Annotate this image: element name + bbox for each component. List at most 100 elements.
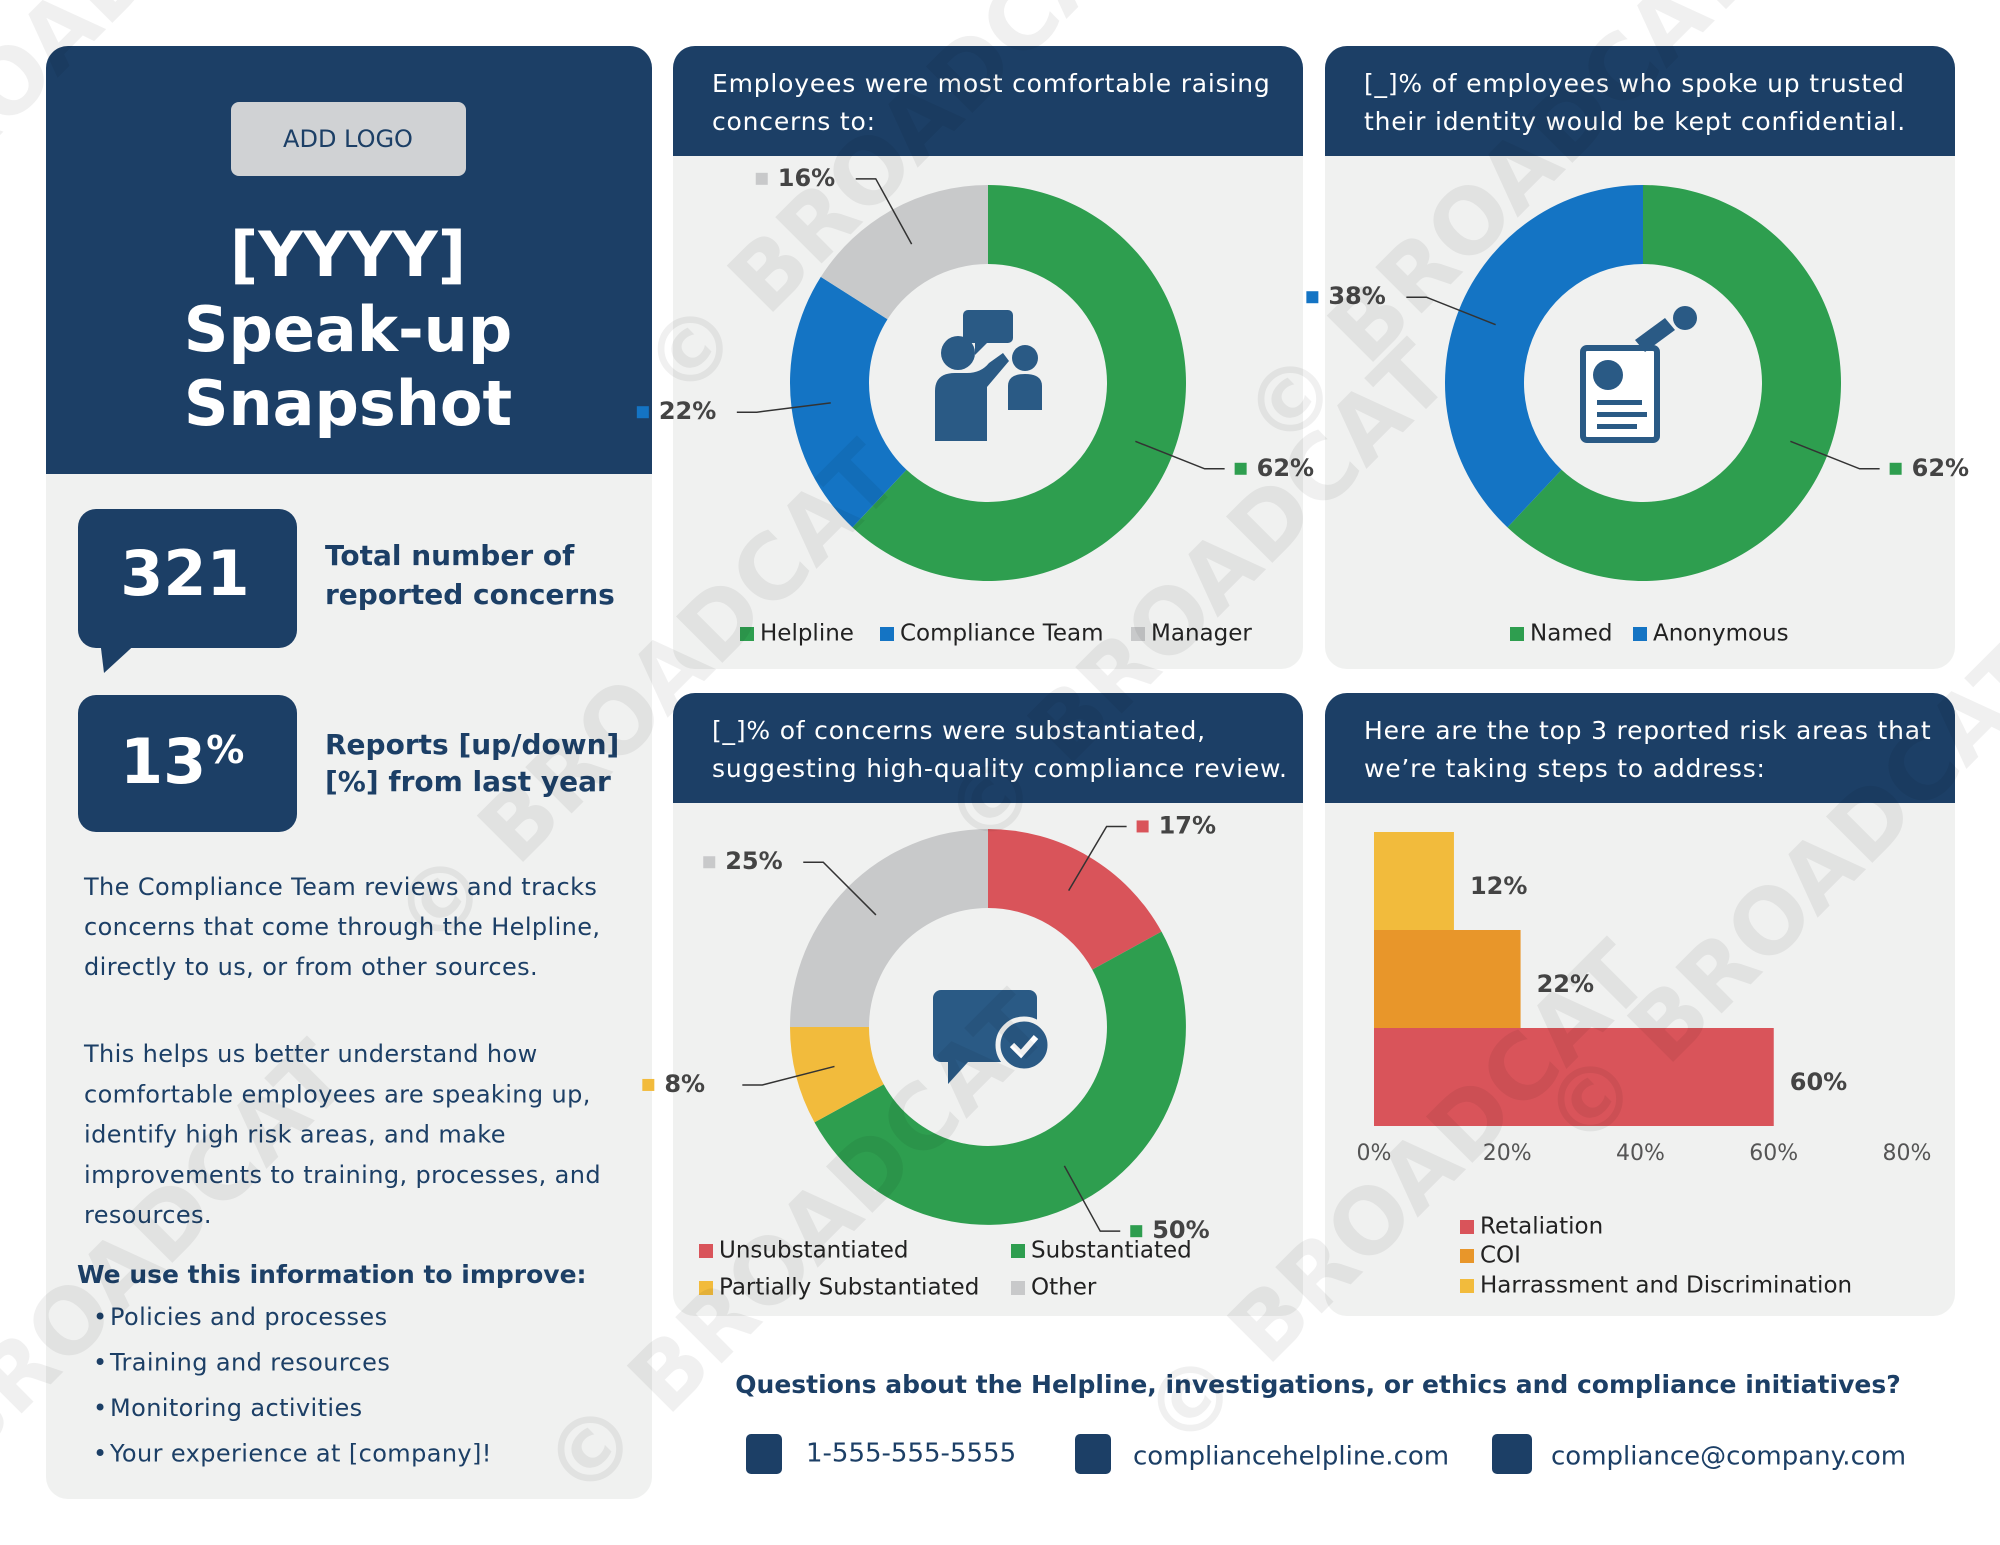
phone-icon [746,1434,782,1474]
legend-label: Unsubstantiated [719,1238,909,1264]
contact-heading: Questions about the Helpline, investigat… [735,1370,1900,1399]
logo-button[interactable] [231,102,466,176]
stat-value: 13% [120,725,244,798]
bullet-item: Your experience at [company]! [109,1440,492,1468]
stat-number: 13 [120,725,206,798]
label-swatch [1889,462,1902,475]
logo-text[interactable]: ADD LOGO [283,125,413,153]
title: [YYYY] [230,218,466,291]
data-label: 25% [725,847,782,875]
legend-label: Other [1031,1275,1097,1301]
legend-swatch [1460,1279,1474,1293]
legend-label: Named [1530,621,1612,647]
legend-swatch [1011,1244,1025,1258]
title: Speak-up [184,293,512,366]
label-swatch [642,1078,655,1091]
panel-header-fill [673,723,1303,803]
leader-line [1790,440,1880,470]
stat-label: [%] from last year [325,765,611,798]
legend-swatch [880,627,894,641]
panel-header-fill [673,76,1303,156]
icon-document [1580,306,1697,443]
paragraph-line: resources. [84,1201,212,1229]
improve-heading: We use this information to improve: [77,1260,587,1289]
bar [1374,832,1454,930]
icon-chat-check [933,990,1053,1084]
bullet-item: Policies and processes [110,1303,387,1331]
leader-line [1135,440,1225,470]
stat-box-tail [100,640,140,673]
legend-label: Substantiated [1031,1238,1192,1264]
bullet: • [93,1394,108,1422]
bullet: • [93,1303,108,1331]
mail-icon [1492,1434,1532,1474]
legend-label: Retaliation [1480,1214,1603,1240]
legend-swatch [1633,627,1647,641]
chart-panel: Employees were most comfortable raising c… [636,46,1314,669]
web-icon [1075,1434,1111,1474]
stat-box [78,695,297,832]
donut-slice [1507,185,1842,582]
leader-line [803,861,877,916]
bullet: • [93,1440,108,1468]
legend-label: Partially Substantiated [719,1275,979,1301]
stat-label: Total number of [325,539,575,572]
paragraph-line: comfortable employees are speaking up, [84,1080,591,1108]
paragraph-line: The Compliance Team reviews and tracks [83,873,597,901]
legend-label: COI [1480,1243,1521,1269]
leader-line [1406,296,1496,326]
contact-email[interactable]: compliance@company.com [1551,1442,1906,1472]
stat-value: 321 [120,537,249,610]
data-label: 38% [1328,282,1385,310]
donut-slice [852,185,1186,581]
data-label: 8% [664,1070,705,1098]
data-label: 62% [1257,454,1314,482]
panel-title: suggesting high-quality compliance revie… [712,754,1288,783]
stat-box [78,509,297,648]
legend-label: Manager [1151,621,1252,647]
donut-slice [790,276,907,528]
title: Snapshot [184,367,512,440]
bullet-item: Monitoring activities [110,1394,363,1422]
leader-line [1068,825,1127,891]
paragraph-line: concerns that come through the Helpline, [84,913,600,941]
legend-swatch [699,1244,713,1258]
legend-label: Harrassment and Discrimination [1480,1273,1852,1299]
panel-header-fill [1325,76,1955,156]
data-label: 22% [1537,970,1594,998]
panel-title: we’re taking steps to address: [1364,754,1766,783]
data-label: 12% [1470,872,1527,900]
label-swatch [636,406,649,419]
label-swatch [703,856,716,869]
bar [1374,930,1521,1028]
label-swatch [1130,1225,1143,1238]
x-tick-label: 0% [1357,1141,1392,1166]
legend-swatch [1011,1281,1025,1295]
legend-swatch [1460,1220,1474,1234]
data-label: 50% [1152,1216,1209,1244]
data-label: 60% [1790,1068,1847,1096]
panel-header-fill [1325,723,1955,803]
contact-web[interactable]: compliancehelpline.com [1133,1442,1449,1472]
donut-slice [820,185,988,320]
legend-label: Helpline [760,621,854,647]
leader-line [742,1065,835,1086]
paragraph-line: improvements to training, processes, and [84,1161,601,1189]
stat-label: Reports [up/down] [325,728,619,761]
bullet: • [93,1349,108,1377]
legend-swatch [740,627,754,641]
donut-slice [1445,185,1643,528]
data-label: 22% [659,397,716,425]
icon-people [935,310,1042,441]
paragraph-line: identify high risk areas, and make [84,1121,506,1149]
paragraph-line: This helps us better understand how [83,1040,538,1068]
panel-title: [_]% of concerns were substantiated, [712,716,1206,745]
contact-phone[interactable]: 1-555-555-5555 [806,1439,1016,1469]
panel-bg [1325,693,1955,1316]
x-tick-label: 80% [1883,1141,1932,1166]
panel-title: [_]% of employees who spoke up trusted [1364,69,1905,98]
paragraph-line: directly to us, or from other sources. [84,953,538,981]
data-label: 16% [778,164,835,192]
chart-panel: Here are the top 3 reported risk areas t… [1325,693,1955,1316]
